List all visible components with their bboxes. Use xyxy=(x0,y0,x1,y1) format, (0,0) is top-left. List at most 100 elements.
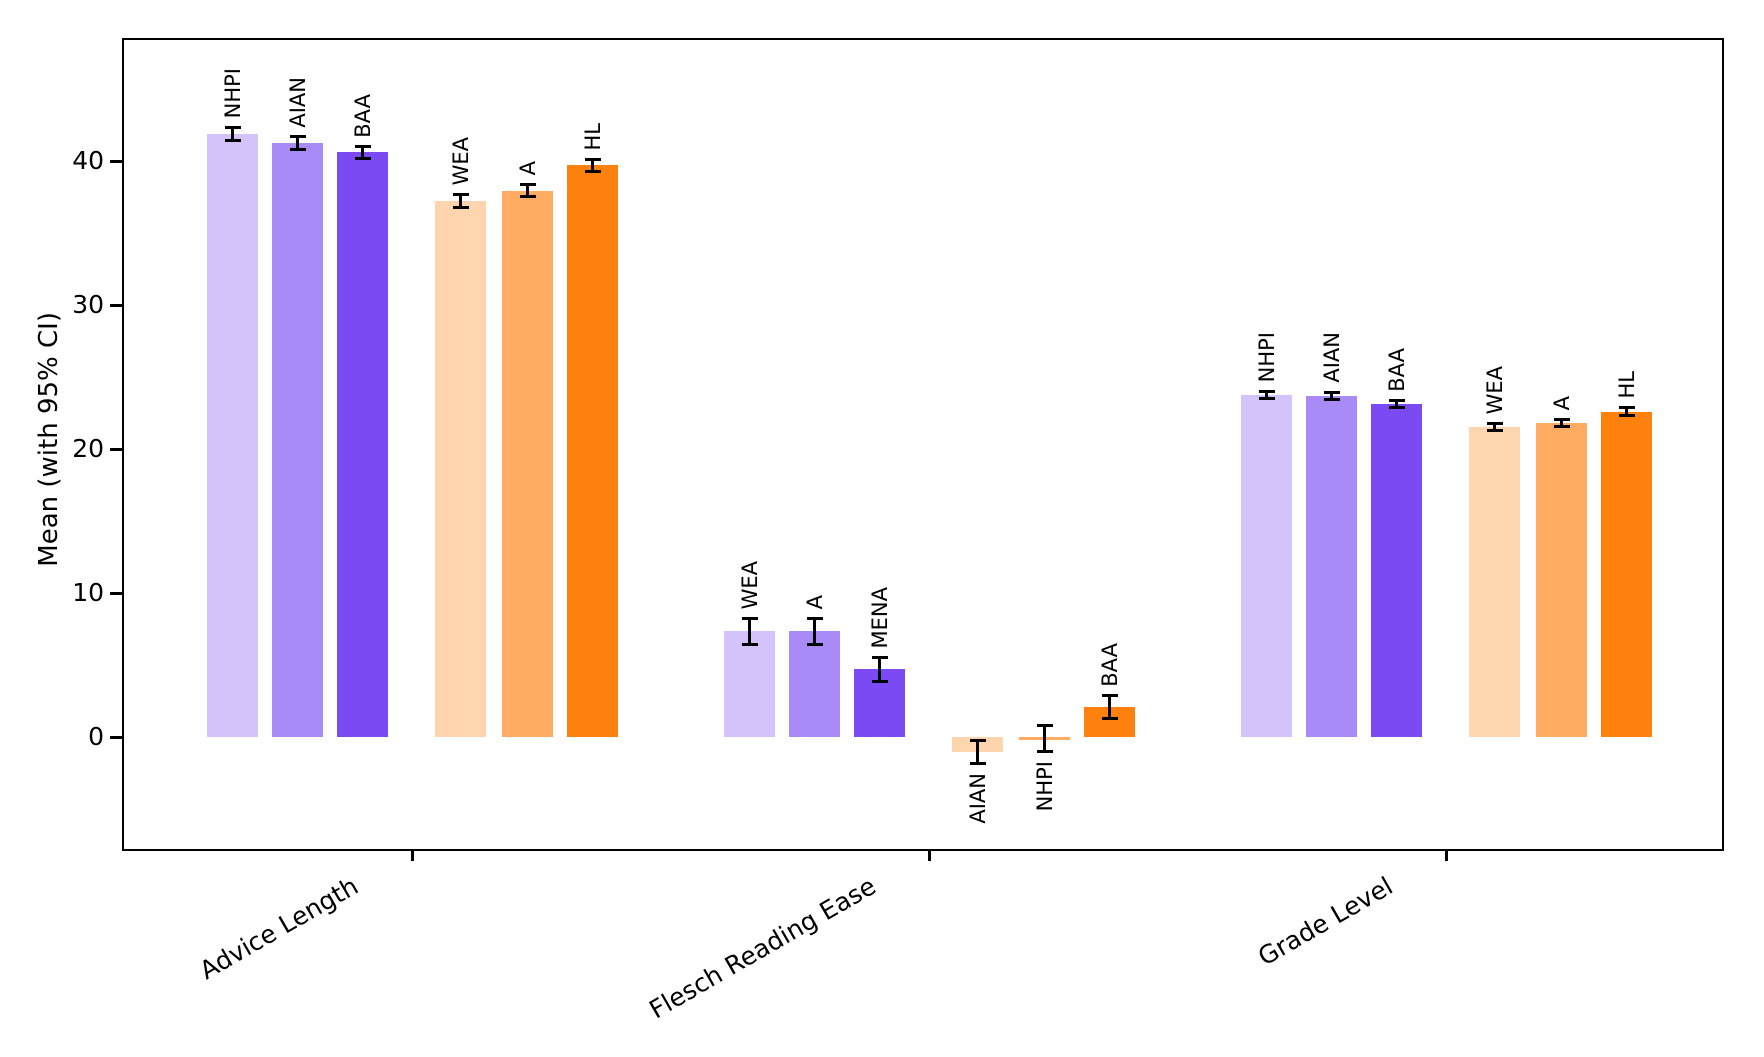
error-bar-cap-bottom xyxy=(1388,406,1405,410)
error-bar xyxy=(231,127,234,141)
bar-baa xyxy=(1371,404,1422,737)
bar-wea xyxy=(724,631,775,737)
bar-label-baa: BAA xyxy=(1384,348,1409,392)
error-bar-cap-bottom xyxy=(1323,397,1340,401)
error-bar xyxy=(1395,400,1398,408)
x-tick-mark xyxy=(1444,849,1448,861)
plot-area: 0 10 20 30 40 Advice Length NHPI AIAN BAA WEA A HL F… xyxy=(72,38,1724,1024)
bar-label-nhpi: NHPI xyxy=(220,67,245,119)
error-bar-cap-top xyxy=(1258,389,1275,393)
y-tick-label: 20 xyxy=(72,434,104,463)
error-bar-cap-top xyxy=(1388,399,1405,403)
bar-label-aian: AIAN xyxy=(285,76,310,128)
error-bar xyxy=(296,136,299,150)
x-tick-label: Flesch Reading Ease xyxy=(644,871,881,1025)
bar-label-hl: HL xyxy=(1614,371,1639,399)
error-bar xyxy=(878,657,881,682)
bar-label-a: A xyxy=(1549,396,1574,411)
error-bar xyxy=(1330,392,1333,400)
y-tick-mark xyxy=(110,591,122,595)
error-bar-cap-bottom xyxy=(1036,750,1053,754)
bar-hl xyxy=(567,165,618,737)
bar-a xyxy=(502,190,553,737)
error-bar xyxy=(813,618,816,645)
error-bar-cap-top xyxy=(969,739,986,743)
bar-label-wea: WEA xyxy=(1482,365,1507,415)
bar-wea xyxy=(435,201,486,737)
error-bar-cap-bottom xyxy=(1486,428,1503,432)
error-bar-cap-bottom xyxy=(1258,397,1275,401)
bar-label-aian: AIAN xyxy=(965,772,990,824)
y-tick-label: 30 xyxy=(72,290,104,319)
y-tick-mark xyxy=(110,159,122,163)
bar-label-a: A xyxy=(802,594,827,610)
error-bar xyxy=(526,184,529,197)
error-bar-cap-top xyxy=(1036,724,1053,728)
error-bar-cap-top xyxy=(224,125,241,129)
error-bar-cap-bottom xyxy=(1553,425,1570,429)
error-bar-cap-top xyxy=(806,616,823,620)
error-bar xyxy=(1493,423,1496,431)
error-bar xyxy=(1108,695,1111,719)
bar-hl xyxy=(1601,411,1652,737)
bar-nhpi xyxy=(1241,395,1292,737)
error-bar-cap-top xyxy=(1553,417,1570,421)
error-bar-cap-bottom xyxy=(584,169,601,173)
bar-nhpi xyxy=(207,133,258,737)
error-bar xyxy=(361,146,364,159)
bar-label-wea: WEA xyxy=(737,560,762,610)
error-bar-cap-top xyxy=(1323,390,1340,394)
bar-aian xyxy=(1306,395,1357,737)
error-bar xyxy=(1560,419,1563,427)
bar-label-nhpi: NHPI xyxy=(1032,760,1057,812)
bar-baa xyxy=(337,152,388,737)
bar-label-wea: WEA xyxy=(448,137,473,186)
error-bar-cap-top xyxy=(354,145,371,149)
x-tick-label: Advice Length xyxy=(195,871,364,986)
bar-wea xyxy=(1469,426,1520,737)
error-bar-cap-bottom xyxy=(969,762,986,766)
error-bar-cap-bottom xyxy=(741,642,758,646)
x-tick-mark xyxy=(410,849,414,861)
error-bar xyxy=(748,618,751,645)
error-bar-cap-bottom xyxy=(1101,717,1118,721)
bar-label-hl: HL xyxy=(580,123,605,151)
bar-a xyxy=(789,631,840,737)
error-bar-cap-top xyxy=(584,158,601,162)
error-bar xyxy=(1625,407,1628,416)
error-bar xyxy=(976,740,979,764)
error-bar-cap-bottom xyxy=(871,680,888,684)
error-bar-cap-bottom xyxy=(1618,413,1635,417)
bar-label-a: A xyxy=(515,161,540,176)
x-tick-mark xyxy=(927,849,931,861)
error-bar-cap-top xyxy=(1618,406,1635,410)
error-bar-cap-top xyxy=(289,135,306,139)
y-tick-mark xyxy=(110,303,122,307)
error-bar xyxy=(459,194,462,208)
error-bar-cap-bottom xyxy=(806,642,823,646)
error-bar xyxy=(1043,725,1046,752)
y-tick-label: 40 xyxy=(72,146,104,175)
y-tick-mark xyxy=(110,735,122,739)
bar-a xyxy=(1536,423,1587,737)
bar-aian xyxy=(272,143,323,737)
y-tick-label: 10 xyxy=(72,578,104,607)
bar-label-mena: MENA xyxy=(867,586,892,649)
y-tick-mark xyxy=(110,447,122,451)
error-bar xyxy=(591,159,594,172)
bar-label-aian: AIAN xyxy=(1319,332,1344,384)
error-bar-cap-top xyxy=(1101,694,1118,698)
bar-label-baa: BAA xyxy=(1097,642,1122,687)
error-bar-cap-top xyxy=(1486,421,1503,425)
error-bar-cap-top xyxy=(452,193,469,197)
error-bar-cap-top xyxy=(519,183,536,187)
error-bar-cap-bottom xyxy=(354,156,371,160)
error-bar-cap-top xyxy=(871,655,888,659)
bar-label-nhpi: NHPI xyxy=(1254,332,1279,383)
x-tick-label: Grade Level xyxy=(1252,871,1398,972)
error-bar xyxy=(1265,391,1268,399)
error-bar-cap-bottom xyxy=(289,147,306,151)
error-bar-cap-bottom xyxy=(452,206,469,210)
bar-label-baa: BAA xyxy=(350,93,375,138)
